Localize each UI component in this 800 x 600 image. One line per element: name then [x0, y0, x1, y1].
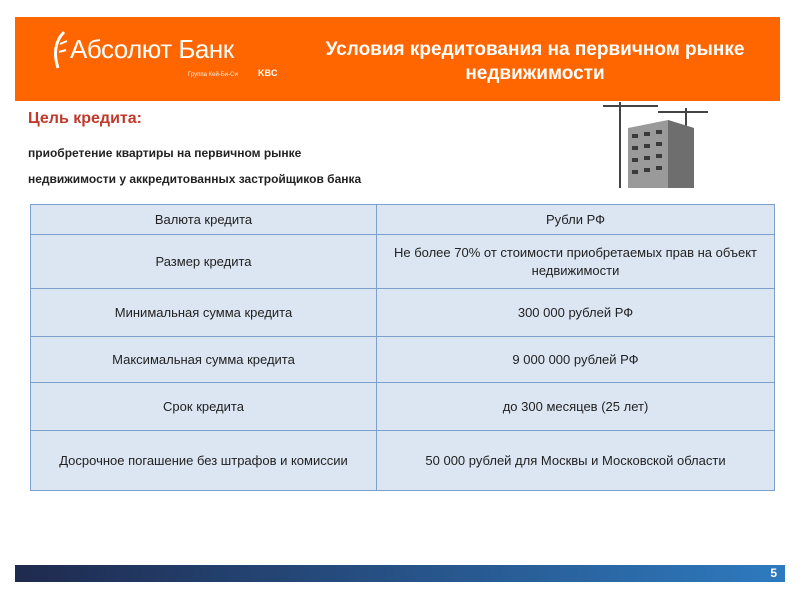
goal-line-1: приобретение квартиры на первичном рынке — [28, 146, 302, 160]
value-cell: Не более 70% от стоимости приобретаемых … — [376, 234, 775, 289]
logo-subtext: Группа Кей-Би-Си — [188, 72, 238, 78]
building-image — [603, 102, 708, 188]
table-row: Максимальная сумма кредита 9 000 000 рубл… — [30, 336, 775, 383]
page-title: Условия кредитования на первичном рынке … — [325, 39, 745, 84]
table-row: Срок кредита до 300 месяцев (25 лет) — [30, 382, 775, 431]
value-cell: 9 000 000 рублей РФ — [376, 336, 775, 383]
leaf-icon — [54, 30, 68, 69]
credit-terms-table: Валюта кредита Рубли РФ Размер кредита Не … — [30, 204, 775, 491]
footer-bar: 5 — [15, 565, 785, 582]
param-cell: Минимальная сумма кредита — [30, 288, 377, 337]
header-banner — [15, 17, 780, 101]
value-cell: 50 000 рублей для Москвы и Московской об… — [376, 430, 775, 491]
page-number: 5 — [770, 566, 777, 580]
table-row: Размер кредита Не более 70% от стоимости … — [30, 234, 775, 289]
logo-text: Абсолют Банк — [70, 34, 234, 64]
kbc-logo: KBC — [258, 68, 278, 78]
table-row: Минимальная сумма кредита 300 000 рублей … — [30, 288, 775, 337]
goal-label: Цель кредита: — [28, 110, 142, 127]
value-cell: Рубли РФ — [376, 204, 775, 235]
goal-line-2: недвижимости у аккредитованных застройщи… — [28, 172, 362, 186]
param-cell: Срок кредита — [30, 382, 377, 431]
value-cell: до 300 месяцев (25 лет) — [376, 382, 775, 431]
param-cell: Максимальная сумма кредита — [30, 336, 377, 383]
param-cell: Валюта кредита — [30, 204, 377, 235]
param-cell: Досрочное погашение без штрафов и комисс… — [30, 430, 377, 491]
table-row: Валюта кредита Рубли РФ — [30, 204, 775, 235]
param-cell: Размер кредита — [30, 234, 377, 289]
value-cell: 300 000 рублей РФ — [376, 288, 775, 337]
table-row: Досрочное погашение без штрафов и комисс… — [30, 430, 775, 491]
